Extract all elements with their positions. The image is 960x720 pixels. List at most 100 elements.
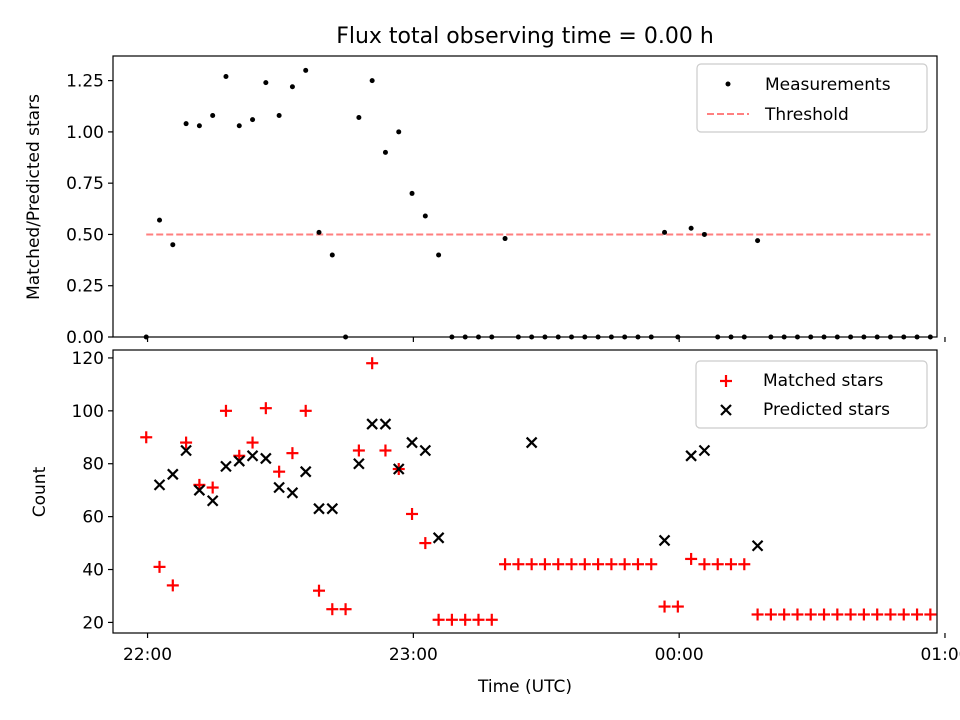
bottom-y-tick-label: 60 [82,508,104,528]
measurement-point [210,112,216,118]
predicted-star-point [751,539,764,552]
predicted-star-point [432,532,445,544]
matched-star-point [738,558,751,571]
top-title: Flux total observing time = 0.00 h [336,24,714,49]
predicted-star-point [299,465,312,478]
measurement-point [316,229,322,235]
top-legend-box [696,63,928,133]
top-y-axis: 0.00 0.25 0.50 0.75 1.00 1.25 [66,72,113,348]
matched-star-point [525,558,538,571]
measurement-point [289,84,295,90]
matched-star-point [658,600,671,613]
matched-star-point [406,507,419,520]
predicted-star-point [698,444,711,457]
matched-star-point [631,558,644,571]
measurement-point [369,78,375,84]
matched-star-point [273,465,286,478]
matched-star-point [818,608,831,621]
matched-star-point [299,404,312,417]
matched-star-point [246,436,259,449]
bottom-points-layer [140,357,937,626]
top-x-axis [146,337,946,342]
predicted-star-point [313,502,325,515]
bottom-x-axis-label: Time (UTC) [477,677,572,697]
matched-star-point [685,552,698,565]
matched-star-point [166,579,179,592]
matched-star-point [831,608,844,621]
matched-star-point [751,608,764,621]
predicted-star-point [273,481,285,494]
predicted-star-point [206,494,219,507]
measurement-point [502,236,508,242]
matched-star-point [459,613,472,626]
bottom-x-tick-label: 22:00 [123,645,172,665]
matched-star-point [259,402,272,415]
matched-star-point [764,608,777,621]
top-y-tick-label: 0.25 [66,277,104,297]
measurement-point [157,217,163,223]
matched-star-point [778,608,791,621]
measurement-point [236,123,242,129]
bottom-y-axis-label: Count [30,466,50,517]
legend-matched-label: Matched stars [763,371,883,391]
predicted-star-point [406,436,418,449]
bottom-x-tick-label: 00:00 [655,645,704,665]
legend-predicted-label: Predicted stars [763,400,890,420]
legend-threshold-label: Threshold [764,105,849,125]
bottom-legend: Matched stars Predicted stars [695,360,928,429]
legend-measurements-label: Measurements [765,75,891,95]
bottom-y-tick-label: 100 [72,402,104,422]
measurement-point [329,252,335,258]
predicted-star-point [246,450,259,462]
predicted-star-point [180,444,192,457]
matched-star-point [552,558,565,571]
matched-star-point [857,608,870,621]
predicted-star-point [167,468,179,481]
matched-star-point [445,613,458,626]
matched-star-point [605,558,618,571]
predicted-star-point [353,457,365,470]
matched-star-point [538,558,551,571]
matched-star-point [352,444,365,457]
legend-matched-marker [720,375,732,387]
predicted-star-point [326,502,339,515]
top-y-axis-label: Matched/Predicted stars [24,94,44,300]
measurement-point [688,225,694,231]
bottom-y-tick-label: 80 [82,455,104,475]
matched-star-point [565,558,578,571]
predicted-star-point [193,484,206,496]
matched-star-point [671,600,684,613]
measurement-point [701,231,707,237]
matched-star-point [578,558,591,571]
predicted-star-point [379,418,392,430]
legend-predicted-marker [720,404,732,416]
measurement-point [263,80,269,86]
bottom-x-tick-label: 01:00 [920,645,960,665]
predicted-star-point [392,463,405,475]
measurement-point [196,123,202,129]
bottom-x-tick-label: 23:00 [389,645,438,665]
measurement-point [170,242,176,248]
matched-star-point [512,558,525,571]
matched-star-point [153,560,166,573]
measurement-point [223,74,229,80]
predicted-star-point [366,418,378,430]
matched-star-point [219,404,232,417]
measurement-point [436,252,442,258]
predicted-star-point [260,452,272,465]
matched-star-point [791,608,804,621]
matched-star-point [871,608,884,621]
top-y-tick-label: 1.25 [66,72,104,92]
legend-measurements-marker [725,81,731,87]
matched-star-point [286,447,299,460]
bottom-y-tick-label: 120 [72,349,104,369]
matched-star-point [618,558,631,571]
measurement-point [662,229,668,235]
matched-star-point [485,613,498,626]
matched-star-point [725,558,737,571]
matched-star-point [339,603,352,616]
predicted-star-point [525,436,538,449]
bottom-y-tick-label: 20 [82,613,104,633]
measurement-point [276,112,282,118]
